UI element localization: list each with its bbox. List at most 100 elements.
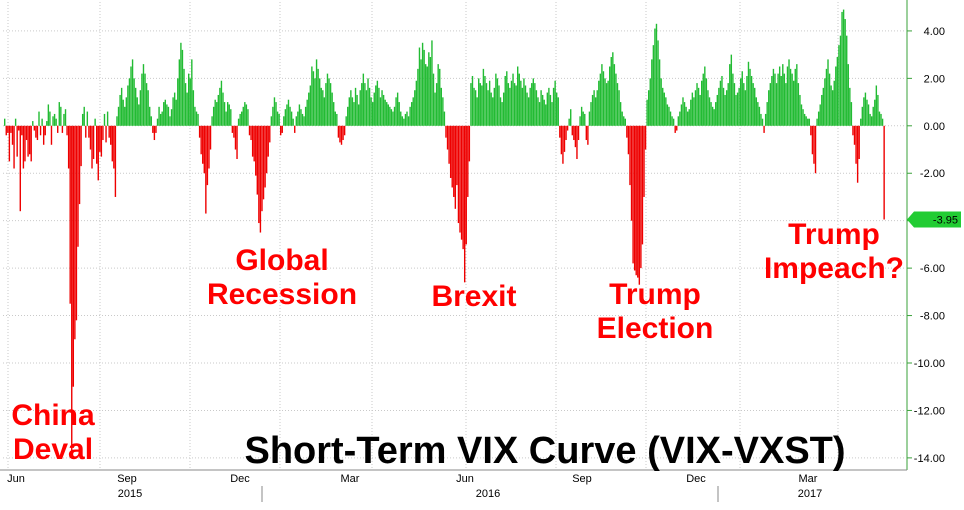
bar <box>315 59 318 126</box>
bar <box>423 49 425 126</box>
bar <box>537 97 539 126</box>
x-month-label: Sep <box>572 473 592 485</box>
bar <box>445 125 447 138</box>
bar <box>326 73 329 126</box>
bar <box>216 102 218 126</box>
bar <box>72 125 75 387</box>
bar <box>568 118 570 126</box>
bar <box>376 80 379 126</box>
bar <box>855 125 857 164</box>
bar <box>485 83 488 126</box>
bar <box>431 40 433 126</box>
bar <box>880 113 882 126</box>
bar <box>46 121 48 126</box>
bar <box>598 80 600 126</box>
bar <box>596 90 598 126</box>
bar <box>831 90 834 126</box>
bar <box>613 64 616 126</box>
bar <box>570 109 572 126</box>
bar <box>729 64 731 126</box>
bar <box>339 125 341 143</box>
bar <box>134 87 137 126</box>
bar <box>281 125 283 133</box>
bar <box>85 125 87 138</box>
bar <box>361 83 363 126</box>
bar <box>303 116 305 126</box>
x-year-label: 2016 <box>476 488 500 500</box>
bar <box>44 125 46 136</box>
bar <box>409 106 411 126</box>
bar <box>735 94 737 126</box>
bar <box>434 92 436 126</box>
bar <box>769 83 772 126</box>
bar <box>403 118 405 126</box>
bar <box>563 125 566 152</box>
bar <box>869 113 871 126</box>
bar <box>680 104 683 126</box>
bar <box>251 125 254 157</box>
bar <box>276 111 279 126</box>
bar <box>641 125 644 245</box>
bar <box>676 125 678 131</box>
bar <box>228 104 230 126</box>
y-tick-label: -12.00 <box>914 405 945 417</box>
bar <box>188 73 190 126</box>
bar <box>782 64 784 126</box>
bar <box>426 66 428 126</box>
bar <box>166 104 168 126</box>
bar <box>638 125 641 285</box>
bar <box>623 116 625 126</box>
event-annotation: China Deval <box>11 399 95 466</box>
bar <box>226 102 229 126</box>
bar <box>633 125 636 271</box>
bar <box>490 92 492 126</box>
bar <box>336 113 338 126</box>
bar <box>697 87 700 126</box>
bar <box>38 111 40 126</box>
bar <box>814 125 817 174</box>
bar <box>64 109 67 126</box>
bar <box>184 83 187 126</box>
bar <box>807 118 809 126</box>
bar <box>428 52 430 126</box>
bar <box>119 94 121 126</box>
bar <box>392 111 394 126</box>
bar <box>158 106 160 126</box>
bar <box>797 83 800 126</box>
bar <box>205 125 207 214</box>
bar <box>604 78 606 126</box>
bar <box>842 9 845 126</box>
bar <box>328 78 330 126</box>
bar <box>343 125 346 136</box>
bar <box>170 109 173 126</box>
bar <box>629 125 631 186</box>
bar <box>259 125 262 233</box>
bar <box>225 111 227 126</box>
bar <box>122 99 124 126</box>
bars-layer <box>4 9 885 458</box>
bar <box>766 102 768 126</box>
bar <box>758 106 761 126</box>
bar <box>565 125 567 141</box>
bar <box>476 97 478 126</box>
bar <box>437 64 439 126</box>
bar <box>245 104 248 126</box>
bar <box>69 125 71 304</box>
bar <box>647 90 650 126</box>
bar <box>396 92 399 126</box>
bar <box>540 90 542 126</box>
bar <box>711 106 714 126</box>
bar <box>120 87 123 126</box>
bar <box>635 125 637 276</box>
bar <box>495 73 497 126</box>
bar <box>850 102 853 126</box>
bar <box>747 61 750 126</box>
bar <box>674 125 676 133</box>
bar <box>778 66 781 126</box>
bar <box>571 125 573 136</box>
bar <box>793 80 795 126</box>
bar <box>234 125 237 150</box>
bar <box>465 125 467 245</box>
bar <box>61 125 64 133</box>
bar <box>414 90 416 126</box>
